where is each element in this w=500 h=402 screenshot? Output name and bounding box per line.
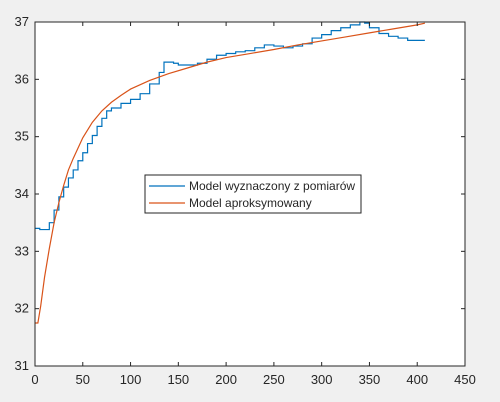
y-axis-ticks: 31 32 33 34 35 36 37 (15, 14, 465, 373)
x-tick-label: 50 (76, 372, 90, 387)
y-tick-label: 32 (15, 301, 29, 316)
x-tick-label: 0 (31, 372, 38, 387)
x-tick-label: 150 (167, 372, 189, 387)
x-tick-label: 250 (263, 372, 285, 387)
y-tick-label: 31 (15, 358, 29, 373)
x-tick-label: 300 (311, 372, 333, 387)
x-tick-label: 350 (359, 372, 381, 387)
y-tick-label: 33 (15, 243, 29, 258)
x-axis-ticks: 0 50 100 150 200 250 300 350 400 450 (31, 22, 476, 387)
legend-label-approx: Model aproksymowany (189, 196, 312, 210)
y-tick-label: 37 (15, 14, 29, 29)
legend-box (144, 174, 362, 214)
legend-label-measured: Model wyznaczony z pomiarów (189, 179, 355, 193)
x-tick-label: 400 (406, 372, 428, 387)
y-tick-label: 35 (15, 129, 29, 144)
y-tick-label: 34 (15, 186, 29, 201)
x-tick-label: 450 (454, 372, 476, 387)
y-tick-label: 36 (15, 71, 29, 86)
plot-lines (35, 21, 426, 324)
series-line-2 (35, 22, 426, 324)
x-tick-label: 200 (215, 372, 237, 387)
series-line-1 (35, 21, 425, 231)
x-tick-label: 100 (120, 372, 142, 387)
legend[interactable]: Model wyznaczony z pomiarów Model aproks… (144, 174, 362, 214)
